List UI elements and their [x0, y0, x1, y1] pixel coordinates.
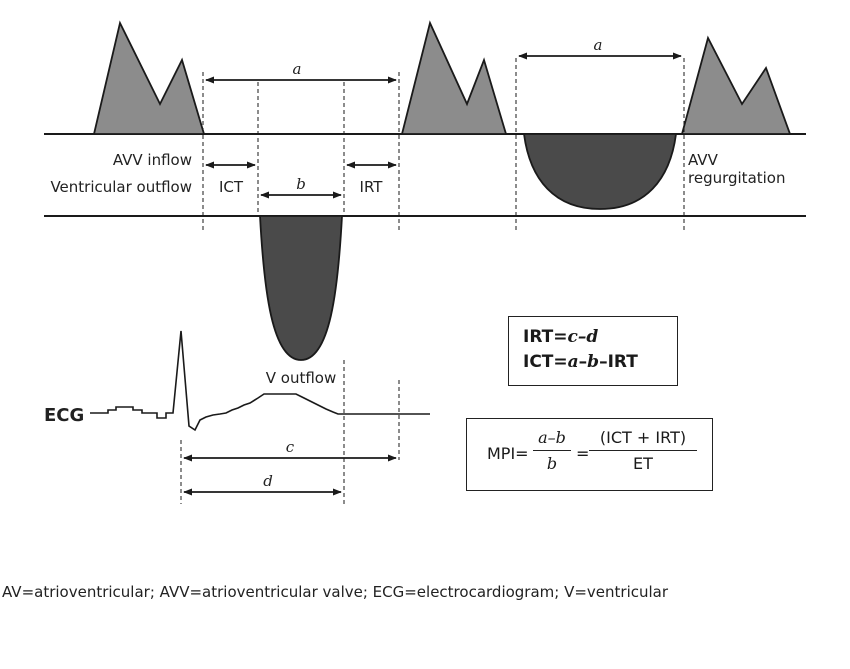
label-a-top: a	[293, 60, 302, 78]
label-ecg: ECG	[44, 405, 84, 426]
avv-inflow-wave-3	[680, 35, 792, 135]
avv-inflow-wave-1	[92, 20, 206, 135]
mpi-equals: =	[576, 444, 590, 463]
ict-formula: ICT=a–b–IRT	[523, 350, 677, 375]
mpi-fraction-1-bar	[533, 450, 571, 452]
ict-formula-a: a	[567, 352, 579, 372]
mpi-label: MPI=	[487, 444, 529, 463]
label-irt: IRT	[360, 178, 384, 196]
label-ict: ICT	[219, 178, 244, 196]
interval-formula-box: IRT=c–d ICT=a–b–IRT	[508, 316, 678, 386]
guide-lines	[180, 58, 685, 504]
ict-formula-prefix: ICT=	[523, 352, 568, 372]
irt-formula-expr: c–d	[567, 327, 599, 347]
mpi-fraction-2: (ICT + IRT) ET	[589, 428, 697, 473]
mpi-fraction-1-denominator: b	[546, 454, 558, 474]
label-b: b	[296, 175, 306, 193]
ict-formula-suffix: –IRT	[599, 352, 638, 372]
ecg-trace	[90, 330, 430, 432]
figure-caption: AV=atrioventricular; AVV=atrioventricula…	[2, 583, 669, 601]
avv-inflow-wave-2	[400, 20, 508, 135]
label-v-outflow: V outflow	[266, 369, 337, 387]
mpi-formula-box: MPI= a–b b = (ICT + IRT) ET	[466, 418, 713, 491]
mpi-fraction-2-numerator: (ICT + IRT)	[599, 428, 687, 447]
mpi-fraction-1: a–b b	[533, 428, 571, 473]
mpi-fraction-1-numerator: a–b	[538, 428, 566, 447]
mpi-fraction-2-bar	[589, 450, 697, 452]
label-regurgitation: regurgitation	[688, 169, 786, 187]
mpi-fraction-2-denominator: ET	[633, 454, 653, 474]
ict-formula-dash: –	[578, 352, 588, 372]
v-outflow-wave	[259, 215, 343, 361]
label-d: d	[263, 472, 273, 490]
label-a-right: a	[594, 36, 603, 54]
irt-formula-prefix: IRT=	[523, 327, 568, 347]
label-avv-inflow: AVV inflow	[113, 151, 192, 169]
avv-regurgitation-wave	[522, 133, 678, 210]
irt-formula: IRT=c–d	[523, 325, 677, 350]
ict-formula-b: b	[587, 352, 600, 372]
label-ventricular-outflow: Ventricular outflow	[50, 178, 192, 196]
label-avv: AVV	[688, 151, 719, 169]
label-c: c	[286, 438, 295, 456]
